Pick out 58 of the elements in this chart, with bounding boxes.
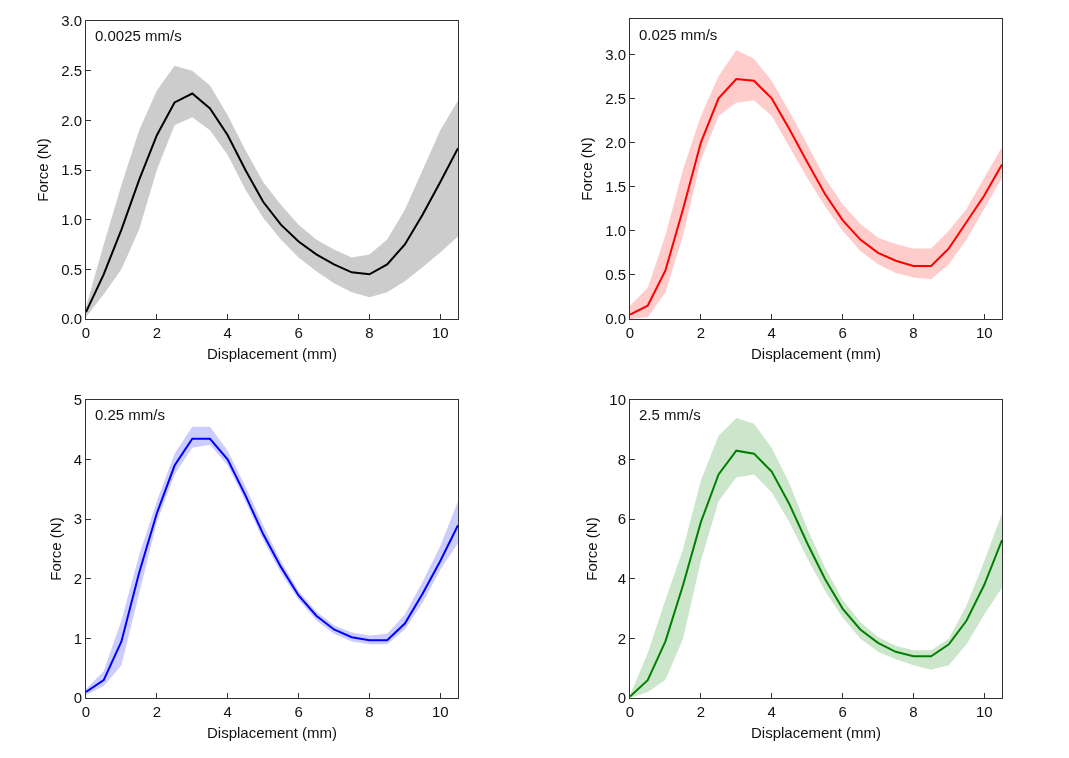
x-tick-label: 8 (365, 324, 374, 341)
x-tick-label: 4 (767, 324, 776, 341)
y-tick-label: 4 (617, 570, 626, 588)
y-tick-label: 0.5 (61, 260, 82, 278)
y-tick-label: 2 (617, 629, 626, 647)
y-tick-label: 0.0 (61, 310, 82, 328)
x-tick-label: 4 (767, 703, 776, 720)
y-axis-title: Force (N) (582, 517, 600, 581)
x-tick-label: 6 (294, 324, 303, 341)
x-axis-title: Displacement (mm) (206, 345, 338, 362)
y-tick-label: 1.0 (61, 210, 82, 228)
x-tick-label: 2 (696, 703, 706, 720)
y-tick-label: 0 (73, 689, 82, 707)
x-tick-label: 2 (696, 324, 706, 341)
annotation: 0.025 mm/s (639, 26, 718, 43)
y-axis-title: Force (N) (578, 137, 596, 201)
annotation: 0.0025 mm/s (95, 27, 182, 44)
y-tick-label: 3.0 (605, 45, 626, 63)
y-tick-label: 2.0 (61, 111, 82, 129)
annotation: 2.5 mm/s (639, 406, 701, 423)
x-tick-label: 6 (294, 703, 303, 720)
y-tick-label: 1.5 (605, 177, 626, 195)
x-tick-label: 2 (152, 324, 162, 341)
x-tick-label: 8 (909, 324, 918, 341)
x-tick-label: 4 (223, 324, 232, 341)
y-tick-label: 3 (73, 510, 82, 528)
y-tick-label: 1.5 (61, 161, 82, 179)
x-tick-label: 10 (975, 703, 993, 720)
x-axis-title: Displacement (mm) (206, 724, 338, 741)
y-tick-label: 1.0 (605, 222, 626, 240)
y-tick-label: 3.0 (61, 12, 82, 30)
y-axis-title: Force (N) (34, 138, 52, 202)
y-tick-label: 6 (617, 510, 626, 528)
y-tick-label: 0.5 (605, 266, 626, 284)
y-tick-label: 8 (617, 450, 626, 468)
y-tick-label: 0.0 (605, 310, 626, 328)
y-tick-label: 10 (609, 391, 626, 409)
y-tick-label: 1 (73, 629, 82, 647)
x-tick-label: 10 (431, 703, 449, 720)
y-tick-label: 4 (73, 450, 82, 468)
x-tick-label: 2 (152, 703, 162, 720)
x-tick-label: 8 (365, 703, 374, 720)
x-axis-title: Displacement (mm) (750, 724, 882, 741)
x-tick-label: 4 (223, 703, 232, 720)
y-tick-label: 5 (73, 391, 82, 409)
y-tick-label: 2.5 (61, 61, 82, 79)
annotation: 0.25 mm/s (95, 406, 166, 423)
x-tick-label: 8 (909, 703, 918, 720)
y-tick-label: 0 (617, 689, 626, 707)
x-tick-label: 6 (838, 324, 847, 341)
y-tick-label: 2.0 (605, 133, 626, 151)
y-tick-label: 2 (73, 570, 82, 588)
x-tick-label: 10 (431, 324, 449, 341)
y-tick-label: 2.5 (605, 89, 626, 107)
x-axis-title: Displacement (mm) (750, 345, 882, 362)
x-tick-label: 6 (838, 703, 847, 720)
x-tick-label: 10 (975, 324, 993, 341)
y-axis-title: Force (N) (46, 517, 64, 581)
